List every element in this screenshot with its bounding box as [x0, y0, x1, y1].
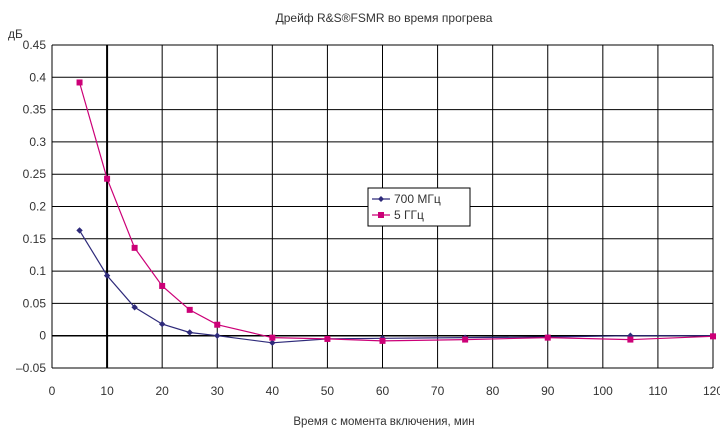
data-point [104, 175, 111, 182]
data-point [186, 306, 193, 313]
y-tick-label: 0.1 [29, 264, 46, 278]
data-point [159, 282, 166, 289]
series-2 [76, 79, 716, 344]
legend-label: 700 МГц [394, 192, 441, 206]
data-point [627, 336, 634, 343]
data-point [544, 334, 551, 341]
data-point [131, 304, 138, 311]
y-tick-label: 0.45 [23, 38, 47, 52]
y-tick-label: 0.25 [23, 167, 47, 181]
data-point [214, 332, 221, 339]
y-tick-label: 0.05 [23, 296, 47, 310]
y-tick-label: 0 [39, 329, 46, 343]
legend-label: 5 ГГц [394, 208, 424, 222]
x-tick-label: 70 [431, 384, 445, 398]
x-tick-label: 0 [49, 384, 56, 398]
data-point [186, 329, 193, 336]
legend-marker [378, 196, 384, 202]
x-tick-label: 110 [648, 384, 667, 398]
x-tick-label: 120 [703, 384, 720, 398]
x-tick-label: 20 [155, 384, 169, 398]
x-tick-label: 40 [266, 384, 280, 398]
x-tick-label: 100 [593, 384, 613, 398]
series-layer [76, 79, 717, 347]
x-tick-label: 10 [100, 384, 114, 398]
x-tick-label: 60 [376, 384, 390, 398]
data-point [76, 227, 83, 234]
legend-box [367, 187, 471, 227]
y-tick-label: 0.35 [23, 103, 47, 117]
x-tick-label: 30 [211, 384, 225, 398]
data-point [131, 244, 138, 251]
tick-labels: 0.450.40.350.30.250.20.150.10.050–0.050 1… [16, 38, 720, 398]
legend-marker [378, 212, 384, 218]
legend: 700 МГц 5 ГГц [367, 187, 471, 227]
y-tick-label: 0.3 [29, 135, 46, 149]
series-1 [76, 227, 717, 347]
y-tick-label: –0.05 [16, 361, 46, 375]
x-tick-label: 90 [541, 384, 555, 398]
chart-title: Дрейф R&S®FSMR во время прогрева [276, 11, 493, 25]
data-point [76, 79, 83, 86]
x-tick-label: 50 [321, 384, 335, 398]
y-tick-label: 0.2 [29, 200, 46, 214]
y-axis-unit: дБ [8, 27, 23, 41]
data-point [379, 337, 386, 344]
data-point [103, 272, 111, 279]
data-point [324, 335, 331, 342]
x-axis-label: Время с момента включения, мин [293, 416, 474, 428]
y-tick-label: 0.4 [29, 70, 46, 84]
data-point [269, 334, 276, 341]
data-point [214, 321, 221, 328]
x-tick-label: 80 [486, 384, 500, 398]
series-line [78, 230, 713, 344]
data-point [269, 339, 276, 347]
data-point [158, 320, 166, 328]
data-point [710, 333, 716, 340]
data-point [462, 336, 469, 343]
y-tick-label: 0.15 [23, 232, 47, 246]
